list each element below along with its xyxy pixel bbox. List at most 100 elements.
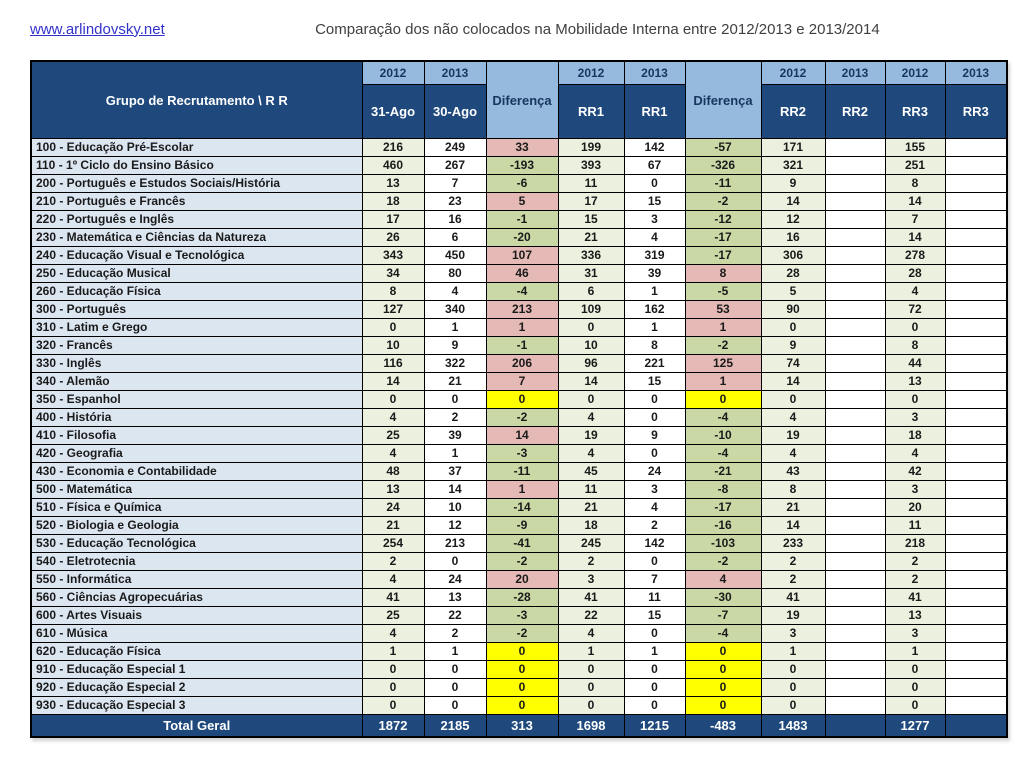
cell: 0 (760, 696, 826, 715)
cell: -4 (684, 624, 762, 643)
cell: 16 (423, 210, 487, 229)
cell: -10 (684, 426, 762, 445)
cell: 1 (423, 444, 487, 463)
cell: 142 (623, 534, 686, 553)
topbar: www.arlindovsky.net Comparação dos não c… (0, 0, 1024, 52)
cell: 11 (557, 174, 625, 193)
cell: 0 (760, 660, 826, 679)
row-label: 520 - Biologia e Geologia (30, 516, 363, 535)
cell: 321 (760, 156, 826, 175)
cell: 0 (884, 390, 946, 409)
row-label: 330 - Inglês (30, 354, 363, 373)
cell: 17 (557, 192, 625, 211)
cell: 24 (361, 498, 425, 517)
cell (824, 300, 886, 319)
table-row: 500 - Matemática 13 14 1 11 3 -8 8 3 (30, 480, 1008, 499)
cell: 1 (485, 318, 559, 337)
cell (824, 480, 886, 499)
cell: 67 (623, 156, 686, 175)
cell: -1 (485, 210, 559, 229)
cell: 0 (760, 678, 826, 697)
cell (944, 390, 1008, 409)
table-row: 320 - Francês 10 9 -1 10 8 -2 9 8 (30, 336, 1008, 355)
cell: 14 (557, 372, 625, 391)
cell: 9 (623, 426, 686, 445)
cell: 0 (623, 408, 686, 427)
row-label: 540 - Eletrotecnia (30, 552, 363, 571)
table-body: 100 - Educação Pré-Escolar 216 249 33 199 142… (30, 138, 1008, 738)
cell: 125 (684, 354, 762, 373)
cell: -11 (485, 462, 559, 481)
cell: 96 (557, 354, 625, 373)
cell: -7 (684, 606, 762, 625)
cell (824, 210, 886, 229)
table-row: 300 - Português 127 340 213 109 162 53 90 72 (30, 300, 1008, 319)
cell: 1 (485, 480, 559, 499)
cell: 0 (623, 444, 686, 463)
cell: 12 (760, 210, 826, 229)
cell: 0 (623, 624, 686, 643)
cell: 44 (884, 354, 946, 373)
cell: 15 (623, 192, 686, 211)
cell: 0 (485, 660, 559, 679)
cell (944, 570, 1008, 589)
cell: 19 (760, 606, 826, 625)
cell: 46 (485, 264, 559, 283)
cell: 0 (760, 318, 826, 337)
cell (824, 426, 886, 445)
cell: 0 (361, 696, 425, 715)
total-cell (824, 714, 886, 738)
row-label: 110 - 1º Ciclo do Ensino Básico (30, 156, 363, 175)
cell (824, 336, 886, 355)
period-header: 30-Ago (423, 84, 487, 139)
cell: 7 (623, 570, 686, 589)
cell: 319 (623, 246, 686, 265)
table-header: Grupo de Recrutamento \ R R 2012 2013 Difer… (30, 60, 1008, 139)
cell: -21 (684, 462, 762, 481)
total-cell (944, 714, 1008, 738)
cell (944, 606, 1008, 625)
cell: 15 (623, 372, 686, 391)
total-cell: 313 (485, 714, 559, 738)
cell: 4 (884, 444, 946, 463)
cell: 306 (760, 246, 826, 265)
cell: 233 (760, 534, 826, 553)
row-label: 430 - Economia e Contabilidade (30, 462, 363, 481)
year-header: 2012 (884, 60, 946, 85)
cell: 80 (423, 264, 487, 283)
cell (944, 552, 1008, 571)
cell: 4 (623, 498, 686, 517)
row-label: 410 - Filosofia (30, 426, 363, 445)
cell: -103 (684, 534, 762, 553)
cell: 0 (557, 660, 625, 679)
table-row: 520 - Biologia e Geologia 21 12 -9 18 2 -16 14 1… (30, 516, 1008, 535)
period-header: RR3 (944, 84, 1008, 139)
total-cell: 1872 (361, 714, 425, 738)
period-header: RR1 (623, 84, 686, 139)
cell (944, 264, 1008, 283)
row-label: 310 - Latim e Grego (30, 318, 363, 337)
cell: 2 (423, 624, 487, 643)
cell: 21 (557, 498, 625, 517)
cell (944, 336, 1008, 355)
table-row: 340 - Alemão 14 21 7 14 15 1 14 13 (30, 372, 1008, 391)
table-row: 620 - Educação Física 1 1 0 1 1 0 1 1 (30, 642, 1008, 661)
cell (824, 498, 886, 517)
site-link[interactable]: www.arlindovsky.net (30, 20, 165, 38)
row-label: 350 - Espanhol (30, 390, 363, 409)
cell: 0 (485, 696, 559, 715)
cell: 0 (623, 174, 686, 193)
cell: 0 (485, 390, 559, 409)
cell (944, 660, 1008, 679)
table-row: 600 - Artes Visuais 25 22 -3 22 15 -7 19 13 (30, 606, 1008, 625)
cell: 4 (760, 444, 826, 463)
row-label: 920 - Educação Especial 2 (30, 678, 363, 697)
period-header: RR1 (557, 84, 625, 139)
cell: 1 (684, 318, 762, 337)
cell (944, 588, 1008, 607)
cell: 3 (884, 480, 946, 499)
cell: 4 (760, 408, 826, 427)
cell: 17 (361, 210, 425, 229)
row-label: 240 - Educação Visual e Tecnológica (30, 246, 363, 265)
cell: 41 (760, 588, 826, 607)
